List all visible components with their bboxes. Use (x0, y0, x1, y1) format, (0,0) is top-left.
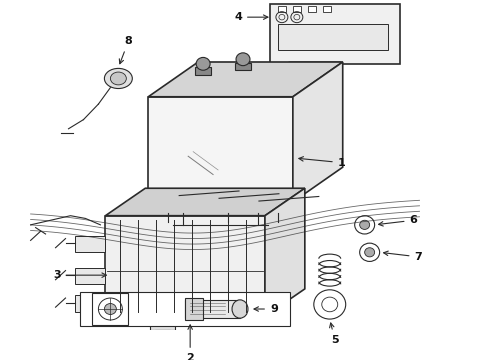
Bar (323, 6, 331, 12)
Bar (308, 6, 316, 12)
Polygon shape (265, 188, 305, 316)
Bar (75, 295, 105, 312)
Text: 3: 3 (53, 270, 106, 280)
FancyBboxPatch shape (288, 62, 342, 84)
Text: 8: 8 (119, 36, 132, 64)
Text: 2: 2 (186, 325, 194, 360)
Text: 5: 5 (330, 323, 339, 345)
Text: 6: 6 (379, 215, 417, 226)
Bar (155, 330, 170, 337)
Text: 7: 7 (384, 251, 422, 262)
Bar (93, 293, 128, 325)
Circle shape (236, 53, 250, 66)
Bar (150, 316, 175, 330)
Bar (105, 216, 265, 316)
Text: 4: 4 (234, 12, 268, 22)
Bar (75, 236, 105, 252)
Text: 1: 1 (299, 157, 345, 168)
Bar (148, 97, 293, 202)
Bar (80, 292, 290, 327)
Circle shape (365, 248, 375, 257)
Bar (293, 6, 301, 12)
Circle shape (196, 57, 210, 70)
Polygon shape (148, 62, 343, 97)
Bar (143, 202, 298, 213)
Polygon shape (293, 62, 343, 202)
Bar (195, 67, 211, 75)
Bar (270, 4, 399, 64)
Bar (185, 298, 203, 320)
Bar (278, 6, 286, 12)
Ellipse shape (110, 72, 126, 85)
Polygon shape (105, 188, 305, 216)
Bar (75, 268, 105, 284)
Bar (278, 24, 388, 50)
Ellipse shape (104, 68, 132, 89)
Ellipse shape (232, 300, 248, 318)
Circle shape (360, 220, 369, 229)
Circle shape (104, 303, 116, 315)
Text: 9: 9 (254, 304, 278, 314)
Bar (185, 300, 240, 318)
Bar (235, 63, 251, 70)
